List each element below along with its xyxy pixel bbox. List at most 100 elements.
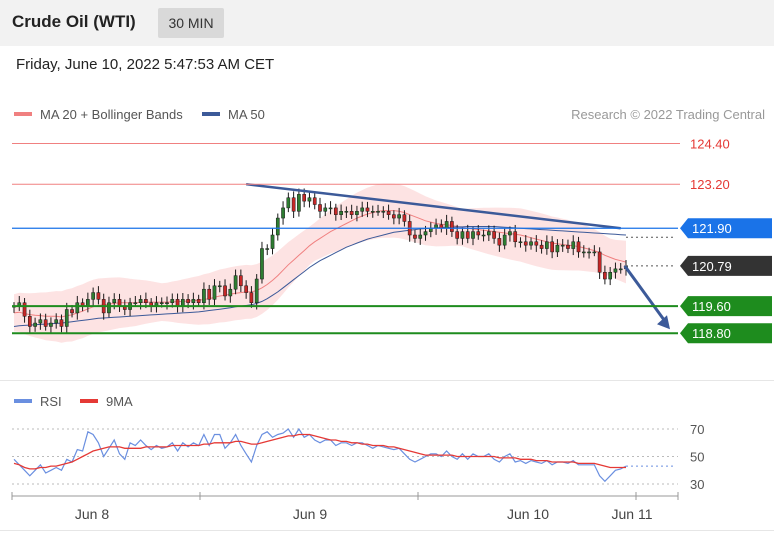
candle-body <box>239 275 243 287</box>
candle <box>344 206 349 219</box>
candle-body <box>486 231 491 236</box>
candle <box>587 247 591 259</box>
candle-body <box>228 288 233 297</box>
candle <box>54 313 59 329</box>
candle-body <box>576 241 581 253</box>
legend-ma20-label: MA 20 + Bollinger Bands <box>40 107 183 122</box>
candle <box>27 309 32 333</box>
candle <box>618 263 623 274</box>
candle <box>239 269 243 293</box>
candle-body <box>244 285 248 293</box>
candle-body <box>513 231 518 243</box>
candle <box>91 287 95 306</box>
candle-body <box>523 241 528 246</box>
candle <box>228 283 233 303</box>
candle-body <box>508 231 512 236</box>
candle <box>508 226 512 242</box>
candle-body <box>202 288 206 303</box>
candle-body <box>392 214 396 219</box>
candle <box>397 207 401 225</box>
candle <box>333 203 338 221</box>
candle <box>297 188 301 217</box>
candle <box>592 245 597 257</box>
candle-body <box>423 231 428 236</box>
candle-body <box>592 251 597 254</box>
candle-body <box>418 234 423 239</box>
candle-body <box>386 211 391 215</box>
candle <box>323 203 328 217</box>
candle <box>566 239 570 254</box>
rsi-plot: 70 50 30 <box>12 422 704 492</box>
candle <box>581 245 586 258</box>
resistance-label-123.20: 123.20 <box>690 177 730 192</box>
candle-body <box>402 214 407 222</box>
candle-body <box>318 204 322 212</box>
candle-body <box>91 292 95 300</box>
candle <box>550 236 554 259</box>
candle-body <box>476 231 481 236</box>
candle-body <box>286 197 291 209</box>
candle <box>254 274 259 310</box>
x-label-0: Jun 8 <box>75 506 109 522</box>
candle-body <box>328 207 333 210</box>
candle <box>212 279 217 306</box>
candle-body <box>186 299 190 303</box>
candle <box>539 240 544 254</box>
footer-divider <box>0 530 774 531</box>
candle <box>22 297 27 323</box>
candle-body <box>465 231 470 239</box>
last-price-tag <box>680 255 772 276</box>
candle-body <box>571 241 576 249</box>
candle-body <box>381 211 386 213</box>
candle <box>202 282 206 310</box>
candle <box>307 191 312 208</box>
candle-body <box>560 244 565 247</box>
candle-body <box>138 299 143 303</box>
candle <box>450 216 454 237</box>
legend-ma50-label: MA 50 <box>228 107 265 122</box>
candle-body <box>175 299 180 307</box>
candle-body <box>618 268 623 271</box>
candle-body <box>59 319 64 327</box>
candle <box>207 284 212 305</box>
candle-body <box>112 299 117 303</box>
candle-body <box>96 292 101 300</box>
instrument-title: Crude Oil (WTI) <box>12 12 136 31</box>
candle-body <box>545 241 549 249</box>
candle <box>597 247 602 279</box>
candle <box>392 210 396 225</box>
candle-body <box>555 244 560 253</box>
candle-body <box>180 299 185 307</box>
candle-body <box>233 275 238 290</box>
candle-body <box>270 234 275 249</box>
candle-body <box>275 217 280 236</box>
candle <box>497 232 502 252</box>
timeframe-button[interactable]: 30 MIN <box>158 8 224 38</box>
source-credit: Research © 2022 Trading Central <box>571 107 765 122</box>
candle <box>376 204 380 216</box>
pivot-label: 121.90 <box>692 221 732 236</box>
candle-body <box>397 214 401 219</box>
candle <box>165 296 169 310</box>
candle-body <box>297 194 301 212</box>
candle <box>360 201 365 217</box>
legend-rsi-label: RSI <box>40 394 62 409</box>
candle <box>523 235 528 252</box>
candle-body <box>75 302 80 314</box>
candle-body <box>27 316 32 327</box>
candle-body <box>64 309 69 327</box>
rsi-tick-70: 70 <box>690 422 704 437</box>
candle-body <box>450 221 454 232</box>
candle-body <box>302 194 307 202</box>
candle-body <box>376 211 380 213</box>
candle-body <box>43 319 48 327</box>
price-plot <box>12 182 670 343</box>
candle <box>265 244 270 256</box>
legend-ma20-swatch <box>14 112 32 116</box>
forecast-arrow-head <box>657 315 670 330</box>
candle <box>613 262 618 279</box>
candle <box>413 229 417 243</box>
forecast-arrow-shaft <box>623 264 667 323</box>
candle-body <box>344 211 349 213</box>
